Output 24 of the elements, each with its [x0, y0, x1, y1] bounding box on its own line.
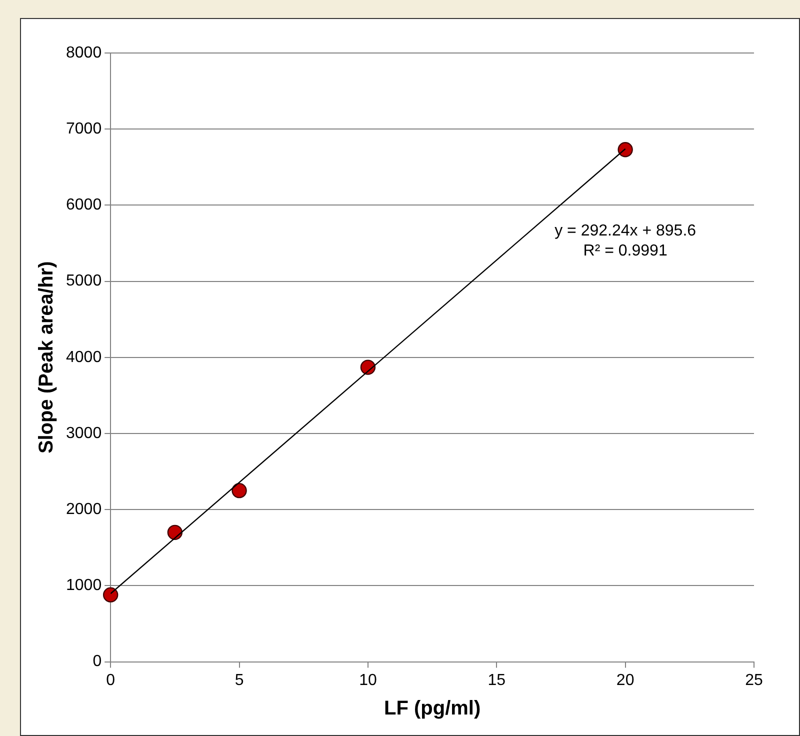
y-tick-label: 8000	[66, 44, 102, 62]
y-tick-label: 5000	[66, 272, 102, 290]
y-tick-label: 6000	[66, 196, 102, 214]
point	[360, 360, 376, 375]
point	[618, 142, 633, 158]
annotation: R² = 0.9991	[583, 242, 668, 260]
x-tick-label: 10	[359, 672, 377, 689]
y-tick-label: 7000	[66, 120, 102, 138]
x-tick-label: 20	[616, 672, 634, 689]
y-axis-title: Slope (Peak area/hr)	[36, 261, 58, 454]
x-tick-label: 0	[106, 672, 116, 689]
x-axis-title: LF (pg/ml)	[384, 698, 481, 720]
y-tick-label: 2000	[66, 501, 102, 518]
y-tick-label: 1000	[66, 577, 102, 594]
point	[167, 524, 183, 540]
y-tick-label: 0	[92, 653, 102, 670]
x-tick-label: 25	[745, 672, 763, 689]
point	[102, 587, 118, 602]
x-tick-label: 15	[488, 672, 506, 689]
x-tick-label: 5	[234, 672, 244, 689]
point	[232, 482, 247, 498]
y-tick-label: 4000	[66, 348, 102, 366]
y-tick-label: 3000	[66, 424, 102, 442]
annotation: y = 292.24x + 895.6	[554, 222, 696, 240]
